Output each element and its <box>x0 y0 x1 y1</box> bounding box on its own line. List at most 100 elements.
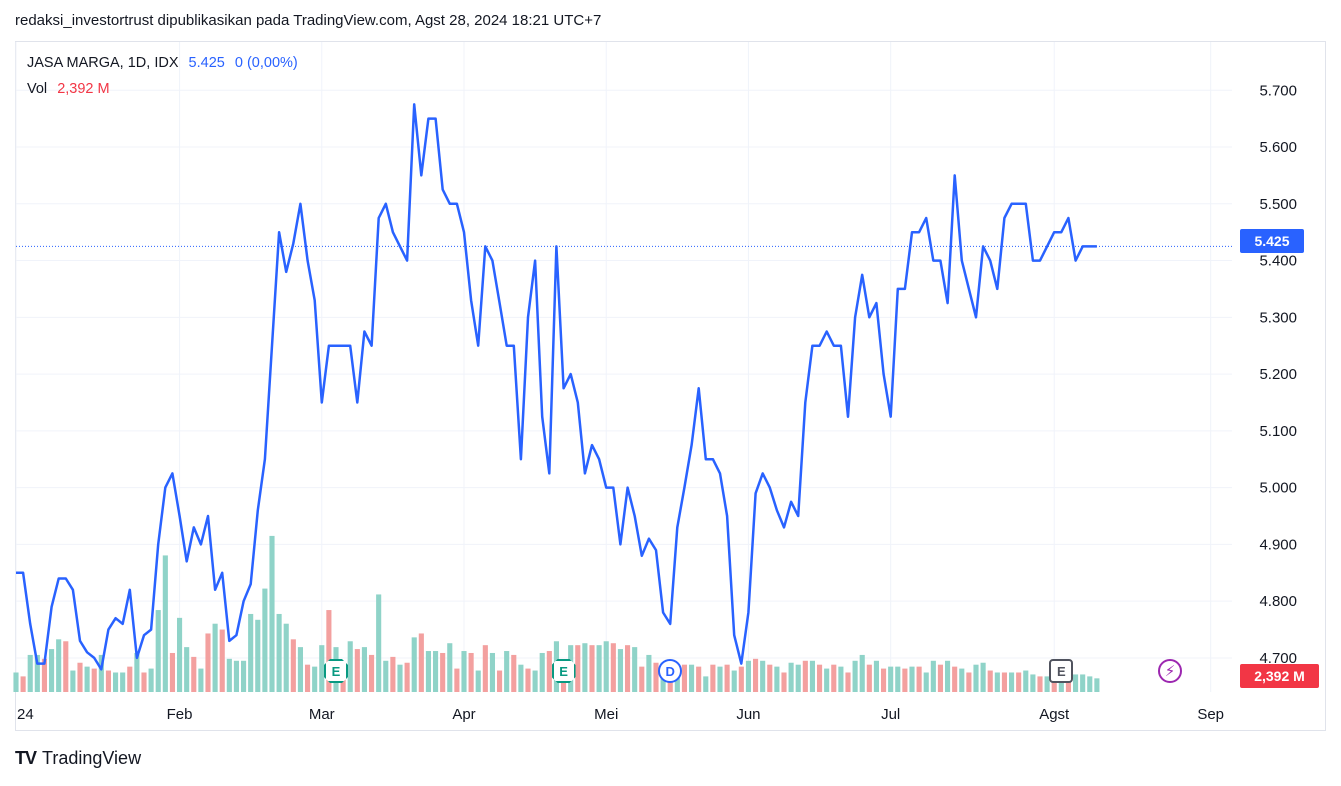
legend-vol-value: 2,392 M <box>57 81 110 97</box>
volume-bar <box>134 652 140 692</box>
volume-bar <box>603 641 609 692</box>
volume-bar <box>973 664 979 692</box>
volume-bar <box>895 666 901 692</box>
volume-bar <box>511 654 517 692</box>
upcoming-earnings-marker-icon[interactable]: E <box>1049 659 1074 683</box>
volume-bar <box>105 670 112 692</box>
volume-bar <box>155 610 161 692</box>
volume-bar <box>120 672 126 692</box>
volume-bar <box>724 664 730 692</box>
price-series-line <box>16 103 1097 671</box>
volume-bar <box>184 647 190 692</box>
flash-marker-icon[interactable]: ⚡ <box>1158 659 1182 683</box>
volume-bar <box>319 645 325 692</box>
y-tick-label: 5.500 <box>1259 196 1297 213</box>
volume-bar <box>1080 674 1086 692</box>
volume-bar <box>20 676 26 692</box>
volume-bar <box>880 668 887 692</box>
legend-volume-row[interactable]: Vol 2,392 M <box>27 81 110 97</box>
volume-bar <box>639 666 645 692</box>
volume-bar <box>1023 670 1029 692</box>
volume-bar <box>1001 672 1008 692</box>
volume-bar <box>269 535 275 692</box>
volume-bar <box>354 649 360 692</box>
volume-bar <box>1094 678 1100 692</box>
volume-bar <box>845 672 851 692</box>
volume-bar <box>77 662 83 692</box>
volume-bar <box>710 664 716 692</box>
volume-bar <box>795 664 801 692</box>
volume-bar <box>141 672 147 692</box>
volume-bar <box>1016 672 1022 692</box>
volume-bar <box>610 643 616 692</box>
volume-bar <box>518 664 524 692</box>
volume-bar <box>411 637 417 692</box>
x-tick-label: Feb <box>167 706 193 723</box>
volume-bar <box>504 651 510 692</box>
volume-bar <box>646 654 652 692</box>
volume-bar <box>1087 676 1093 692</box>
y-tick-label: 5.000 <box>1259 480 1297 497</box>
volume-bar <box>774 666 780 692</box>
volume-bar <box>496 670 503 692</box>
volume-bar <box>404 662 410 692</box>
volume-bar <box>952 666 958 692</box>
volume-bar <box>361 647 368 692</box>
tradingview-brand[interactable]: TV TradingView <box>15 748 141 769</box>
legend-symbol: JASA MARGA, 1D, IDX <box>27 55 179 71</box>
dividend-marker-icon[interactable]: D <box>658 659 683 683</box>
volume-bar <box>283 623 289 692</box>
volume-bar <box>240 660 247 692</box>
volume-bar <box>937 664 944 692</box>
volume-bar <box>1030 674 1036 692</box>
x-tick-label: 24 <box>17 706 34 723</box>
volume-bar <box>390 656 396 692</box>
volume-bar <box>760 660 766 692</box>
y-axis: 4.700 4.800 4.900 5.000 5.100 5.200 5.300 5.400… <box>1259 82 1297 667</box>
x-tick-label: Mei <box>594 706 618 723</box>
x-tick-label: Sep <box>1197 706 1224 723</box>
volume-bar <box>781 672 787 692</box>
volume-bar <box>738 666 744 692</box>
volume-bar <box>248 613 254 692</box>
volume-bar <box>276 613 282 692</box>
x-tick-label: Apr <box>452 706 475 723</box>
volume-bar <box>866 664 872 692</box>
earnings-marker-icon[interactable]: E <box>551 659 576 683</box>
volume-bar <box>91 668 97 692</box>
volume-bar <box>418 633 424 692</box>
volume-bar <box>888 666 894 692</box>
volume-bar <box>1072 674 1079 692</box>
legend-symbol-row[interactable]: JASA MARGA, 1D, IDX 5.425 0 (0,00%) <box>27 55 298 71</box>
y-tick-label: 5.100 <box>1259 423 1297 440</box>
volume-bar <box>717 666 723 692</box>
y-tick-label: 5.400 <box>1259 253 1297 270</box>
volume-bar <box>219 629 225 692</box>
volume-bar <box>539 652 545 692</box>
y-tick-label: 5.700 <box>1259 82 1297 99</box>
volume-bar <box>923 672 929 692</box>
publication-caption: redaksi_investortrust dipublikasikan pad… <box>15 12 602 29</box>
volume-bar <box>959 668 965 692</box>
legend-vol-label: Vol <box>27 81 48 97</box>
volume-bar <box>432 651 439 692</box>
volume-bar <box>681 664 688 692</box>
volume-bar <box>632 647 638 692</box>
volume-bar <box>838 666 844 692</box>
volume-bar <box>191 656 197 692</box>
volume-bar <box>162 555 168 692</box>
volume-bar <box>752 658 759 692</box>
volume-bar <box>525 668 531 692</box>
price-line-layer <box>16 103 1232 671</box>
volume-bar <box>575 645 581 692</box>
volume-bar <box>1051 674 1057 692</box>
volume-bar <box>489 652 496 692</box>
volume-bar <box>198 668 204 692</box>
volume-bar <box>852 660 858 692</box>
volume-bar <box>347 641 353 692</box>
x-tick-label: Jul <box>881 706 900 723</box>
volume-bar <box>809 660 816 692</box>
y-tick-label: 4.800 <box>1259 593 1297 610</box>
earnings-marker-icon[interactable]: E <box>324 659 348 683</box>
